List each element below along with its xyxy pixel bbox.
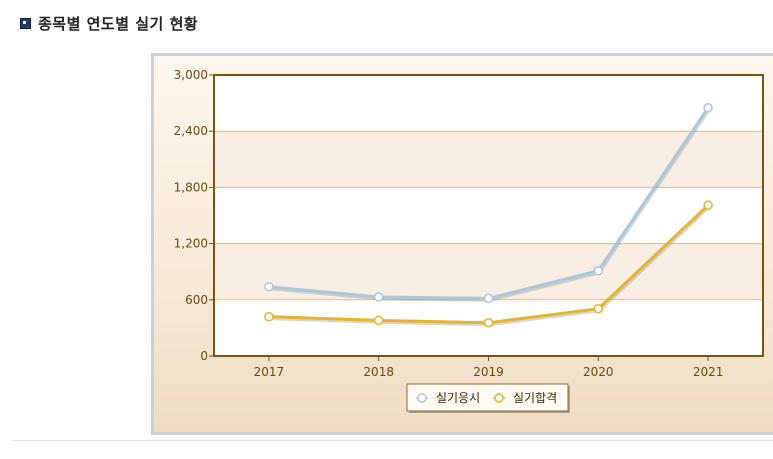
y-axis-ticks: 0 600 1,200 1,800 2,400 3,000	[174, 68, 214, 363]
data-point[interactable]	[264, 281, 274, 292]
x-tick-label: 2018	[363, 365, 394, 379]
x-tick-label: 2017	[254, 365, 285, 379]
data-point[interactable]	[373, 292, 384, 302]
plot-band	[214, 299, 763, 356]
grid-lines	[214, 130, 763, 301]
plot-background-bands	[214, 75, 763, 356]
data-point[interactable]	[483, 293, 494, 304]
data-point[interactable]	[264, 311, 274, 322]
data-point[interactable]	[593, 266, 604, 276]
series-layer	[264, 103, 713, 328]
plot-band	[214, 131, 763, 188]
legend-marker-passed	[494, 393, 504, 403]
section-heading: 종목별 연도별 실기 현황	[20, 12, 198, 34]
plot-band	[214, 75, 763, 132]
data-point[interactable]	[703, 200, 713, 210]
data-point[interactable]	[483, 317, 494, 328]
x-tick-label: 2021	[693, 365, 724, 379]
legend-label-applicants: 실기응시	[436, 391, 480, 405]
plot-band	[214, 187, 763, 244]
x-axis-ticks: 2017 2018 2019 2020 2021	[254, 356, 724, 379]
y-tick-label: 600	[185, 293, 208, 307]
chart-legend: 실기응시 실기합격	[406, 383, 570, 413]
y-tick-label: 2,400	[174, 124, 208, 138]
legend-box-face	[406, 383, 569, 412]
x-tick-label: 2019	[473, 365, 504, 379]
y-tick-label: 1,200	[174, 237, 208, 251]
x-tick-label: 2020	[583, 365, 614, 379]
page-title: 종목별 연도별 실기 현황	[38, 14, 199, 33]
divider	[12, 440, 773, 441]
data-point[interactable]	[373, 315, 384, 326]
y-tick-label: 0	[200, 349, 208, 363]
bullet-icon	[20, 17, 31, 29]
y-tick-label: 1,800	[174, 180, 208, 194]
data-point[interactable]	[593, 303, 604, 314]
y-tick-label: 3,000	[174, 68, 208, 82]
legend-label-passed: 실기합격	[513, 391, 557, 405]
data-point[interactable]	[703, 103, 713, 113]
legend-marker-applicants	[417, 393, 427, 403]
